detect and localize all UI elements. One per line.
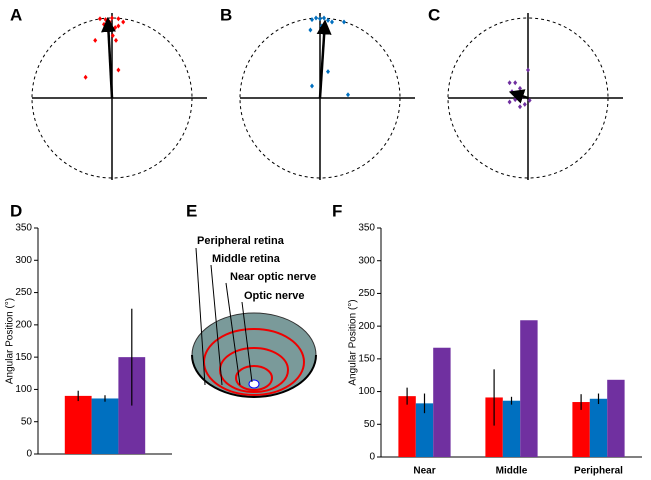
x-tick-label: Middle <box>496 466 528 477</box>
x-tick-label: Near <box>413 466 435 477</box>
y-tick-label: 250 <box>15 287 32 298</box>
point <box>121 19 126 25</box>
point <box>102 21 106 27</box>
bar <box>607 379 625 457</box>
panel-letter: E <box>186 201 197 220</box>
point <box>110 15 114 21</box>
point <box>507 80 512 86</box>
point <box>526 67 530 73</box>
point <box>522 101 527 107</box>
point <box>510 89 514 95</box>
retina-ring <box>235 365 273 391</box>
pointer <box>210 264 223 386</box>
pointer <box>195 247 206 386</box>
point <box>93 37 98 43</box>
y-tick-label: 100 <box>15 384 32 395</box>
diagram-label: Near optic nerve <box>230 271 316 283</box>
y-axis-label: Angular Position (°) <box>5 298 16 384</box>
bar <box>433 347 451 457</box>
point <box>116 67 121 73</box>
bar <box>64 395 92 454</box>
y-tick-label: 350 <box>358 223 375 234</box>
bar <box>398 396 416 457</box>
point <box>318 16 322 22</box>
point <box>507 99 512 105</box>
point <box>322 15 326 21</box>
point <box>346 92 350 98</box>
x-tick-label: Peripheral <box>574 466 623 477</box>
y-tick-label: 150 <box>15 352 32 363</box>
bar <box>485 397 503 457</box>
y-tick-label: 50 <box>364 419 376 430</box>
pointer <box>225 282 241 386</box>
point <box>310 83 314 89</box>
mean-vector <box>316 19 332 99</box>
bar <box>589 398 608 457</box>
point <box>518 85 522 91</box>
panel-letter: C <box>428 5 440 24</box>
point <box>314 15 318 21</box>
optic-disc <box>248 379 260 389</box>
point <box>83 74 88 80</box>
point <box>110 33 115 39</box>
y-tick-label: 250 <box>358 288 375 299</box>
point <box>326 69 330 75</box>
bar <box>520 320 538 457</box>
bar <box>502 400 521 457</box>
bar <box>91 398 119 454</box>
point <box>330 19 334 25</box>
y-tick-label: 100 <box>358 386 375 397</box>
y-tick-label: 50 <box>21 416 33 427</box>
y-tick-label: 200 <box>15 319 32 330</box>
point <box>310 17 314 23</box>
retina-ring <box>203 328 305 396</box>
panel-letter: D <box>10 201 22 220</box>
point <box>518 104 522 110</box>
point <box>114 37 118 43</box>
y-tick-label: 300 <box>15 255 32 266</box>
y-tick-label: 300 <box>358 255 375 266</box>
retina-diagram: Peripheral retina Middle retina Near opt… <box>186 201 317 398</box>
point <box>513 80 518 86</box>
diagram-label: Peripheral retina <box>197 235 285 247</box>
point <box>308 27 313 33</box>
point <box>527 97 532 103</box>
panel-letter: B <box>220 5 232 24</box>
panel-letter: F <box>332 201 342 220</box>
y-tick-label: 150 <box>358 353 375 364</box>
point <box>103 17 108 23</box>
diagram-label: Optic nerve <box>244 290 305 302</box>
pointer <box>241 301 253 383</box>
retina-ring <box>219 347 289 393</box>
point <box>98 16 102 22</box>
bar <box>572 402 590 457</box>
y-tick-label: 350 <box>15 223 32 234</box>
retina-rim <box>191 354 317 398</box>
mean-vector <box>101 17 117 99</box>
mean-vector <box>508 89 529 104</box>
y-tick-label: 0 <box>369 452 375 463</box>
bar <box>415 403 434 457</box>
y-tick-label: 0 <box>26 449 32 460</box>
point <box>342 19 346 25</box>
y-axis-label: Angular Position (°) <box>348 299 359 385</box>
diagram-label: Middle retina <box>212 253 281 265</box>
point <box>116 23 121 29</box>
y-tick-label: 200 <box>358 321 375 332</box>
panel-letter: A <box>10 5 22 24</box>
point <box>116 16 121 22</box>
